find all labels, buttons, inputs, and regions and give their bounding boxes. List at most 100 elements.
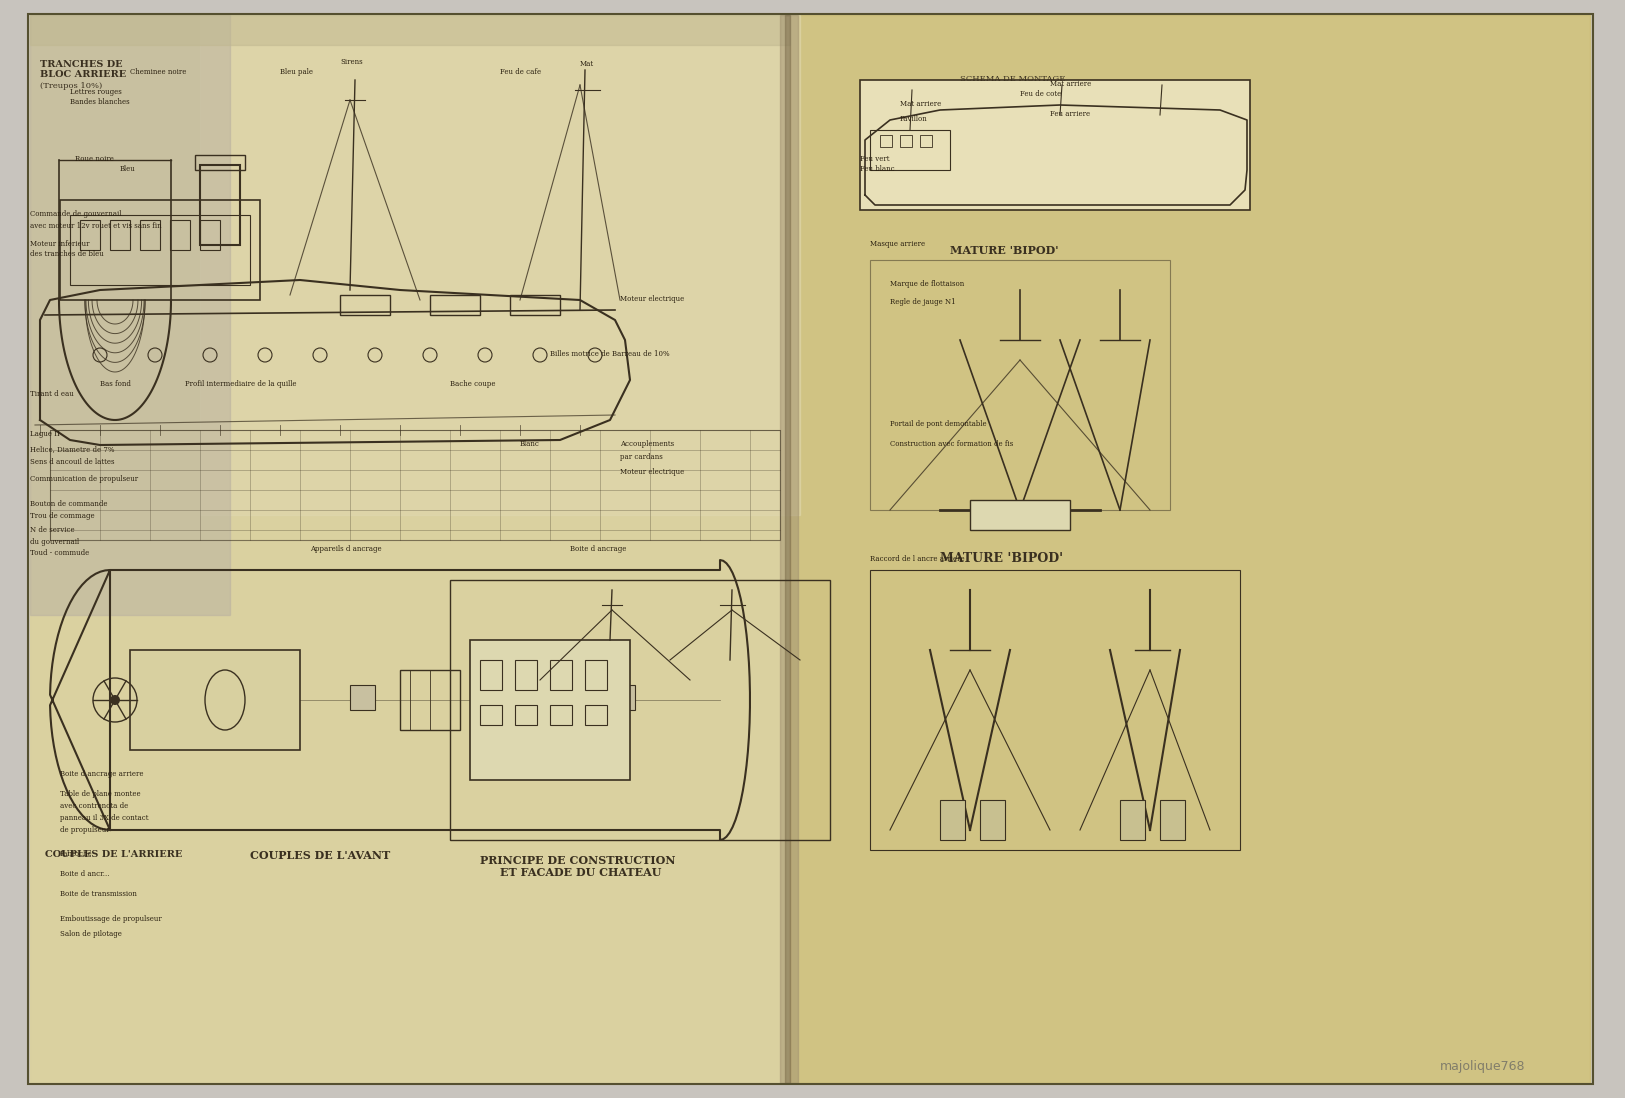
Text: Bandes blanches: Bandes blanches bbox=[70, 98, 130, 107]
Text: Feu arriere: Feu arriere bbox=[1050, 110, 1090, 117]
Text: Feu de cote: Feu de cote bbox=[1020, 90, 1061, 98]
Text: majolique768: majolique768 bbox=[1440, 1060, 1524, 1073]
Bar bbox=[869, 260, 1170, 509]
Bar bbox=[200, 220, 219, 250]
Text: COUPLES DE L'ARRIERE: COUPLES DE L'ARRIERE bbox=[46, 850, 182, 859]
Bar bbox=[1120, 800, 1146, 840]
Text: MATURE 'BIPOD': MATURE 'BIPOD' bbox=[939, 552, 1063, 565]
Text: avec moteur 12v rouet et vis sans fin: avec moteur 12v rouet et vis sans fin bbox=[29, 222, 161, 229]
Bar bbox=[515, 660, 536, 690]
Bar bbox=[171, 220, 190, 250]
Text: Table de plane montee: Table de plane montee bbox=[60, 789, 141, 798]
Text: Commande de gouvernail: Commande de gouvernail bbox=[29, 210, 122, 219]
Text: Lague II: Lague II bbox=[29, 430, 60, 438]
Text: Pavillon: Pavillon bbox=[900, 115, 928, 123]
Bar bbox=[549, 660, 572, 690]
Text: Boite de transmission: Boite de transmission bbox=[60, 890, 136, 898]
Bar bbox=[510, 295, 561, 315]
Text: Fantoche: Fantoche bbox=[60, 850, 93, 858]
Text: Communication de propulseur: Communication de propulseur bbox=[29, 475, 138, 483]
Text: du gouvernail: du gouvernail bbox=[29, 538, 80, 546]
Bar bbox=[340, 295, 390, 315]
Text: Bleu: Bleu bbox=[120, 165, 136, 173]
Text: Blanc: Blanc bbox=[520, 440, 540, 448]
Bar bbox=[561, 670, 621, 730]
Bar bbox=[80, 220, 101, 250]
Text: TRANCHES DE: TRANCHES DE bbox=[41, 60, 122, 69]
Text: Portail de pont demontable: Portail de pont demontable bbox=[891, 421, 986, 428]
Text: Tirant d eau: Tirant d eau bbox=[29, 390, 73, 397]
Text: Feu de cafe: Feu de cafe bbox=[500, 68, 541, 76]
Text: Bas fond: Bas fond bbox=[101, 380, 132, 388]
Text: Boite d ancr...: Boite d ancr... bbox=[60, 870, 109, 878]
Bar bbox=[479, 670, 540, 730]
Text: Marque de flottaison: Marque de flottaison bbox=[891, 280, 964, 288]
Bar bbox=[450, 580, 830, 840]
Text: SCHEMA DE MONTAGE: SCHEMA DE MONTAGE bbox=[960, 75, 1066, 83]
Text: avec contrenota de: avec contrenota de bbox=[60, 802, 128, 810]
Bar bbox=[60, 200, 260, 300]
Bar bbox=[195, 155, 245, 170]
Bar bbox=[549, 705, 572, 725]
Text: Emboutissage de propulseur: Emboutissage de propulseur bbox=[60, 915, 162, 923]
Text: N de service: N de service bbox=[29, 526, 75, 534]
Bar bbox=[869, 570, 1240, 850]
Bar bbox=[790, 15, 1589, 1083]
Text: Lettres rouges: Lettres rouges bbox=[70, 88, 122, 96]
Bar bbox=[939, 800, 965, 840]
Bar bbox=[869, 130, 951, 170]
Text: Raccord de l ancre arriere: Raccord de l ancre arriere bbox=[869, 554, 965, 563]
Text: Moteur electrique: Moteur electrique bbox=[621, 295, 684, 303]
Text: ET FACADE DU CHATEAU: ET FACADE DU CHATEAU bbox=[500, 867, 661, 878]
Text: Regle de jauge N1: Regle de jauge N1 bbox=[891, 298, 956, 306]
Text: (Treupos 10%): (Treupos 10%) bbox=[41, 82, 102, 90]
Bar bbox=[140, 220, 159, 250]
Text: Helice, Diametre de 7%: Helice, Diametre de 7% bbox=[29, 445, 114, 453]
Text: Appareils d ancrage: Appareils d ancrage bbox=[310, 545, 382, 553]
Bar bbox=[585, 705, 608, 725]
Text: Sirens: Sirens bbox=[340, 58, 362, 66]
Text: par cardans: par cardans bbox=[621, 453, 663, 461]
Text: panneau il 3X de contact: panneau il 3X de contact bbox=[60, 814, 148, 822]
Text: Bouton de commande: Bouton de commande bbox=[29, 500, 107, 508]
Text: PRINCIPE DE CONSTRUCTION: PRINCIPE DE CONSTRUCTION bbox=[479, 855, 676, 866]
Bar bbox=[200, 165, 240, 245]
Bar bbox=[881, 135, 892, 147]
Bar bbox=[400, 670, 460, 730]
Text: Accouplements: Accouplements bbox=[621, 440, 674, 448]
Bar bbox=[900, 135, 912, 147]
Text: Sens d ancouil de lattes: Sens d ancouil de lattes bbox=[29, 458, 114, 466]
Text: Mat arriere: Mat arriere bbox=[1050, 80, 1092, 88]
Bar bbox=[29, 15, 790, 1083]
Text: de propulseur: de propulseur bbox=[60, 826, 109, 834]
Text: COUPLES DE L'AVANT: COUPLES DE L'AVANT bbox=[250, 850, 390, 861]
Bar bbox=[970, 500, 1069, 530]
Bar bbox=[479, 705, 502, 725]
Bar bbox=[860, 80, 1250, 210]
Text: BLOC ARRIERE: BLOC ARRIERE bbox=[41, 70, 127, 79]
Text: Construction avec formation de fis: Construction avec formation de fis bbox=[891, 440, 1014, 448]
Text: Cheminee noire: Cheminee noire bbox=[130, 68, 187, 76]
Bar bbox=[200, 15, 800, 515]
Text: Moteur electrique: Moteur electrique bbox=[621, 468, 684, 477]
Bar bbox=[130, 650, 301, 750]
Bar bbox=[585, 660, 608, 690]
Bar bbox=[920, 135, 933, 147]
Text: MATURE 'BIPOD': MATURE 'BIPOD' bbox=[951, 245, 1058, 256]
Text: Feu blanc: Feu blanc bbox=[860, 165, 895, 173]
Text: Feu vert: Feu vert bbox=[860, 155, 889, 163]
Text: Moteur inferieur: Moteur inferieur bbox=[29, 240, 89, 248]
Bar bbox=[980, 800, 1004, 840]
Bar bbox=[1160, 800, 1185, 840]
Circle shape bbox=[111, 695, 120, 705]
Text: Bache coupe: Bache coupe bbox=[450, 380, 496, 388]
Text: Toud - commude: Toud - commude bbox=[29, 549, 89, 557]
Text: Salon de pilotage: Salon de pilotage bbox=[60, 930, 122, 938]
Bar bbox=[50, 430, 780, 540]
Bar bbox=[431, 295, 479, 315]
Bar bbox=[111, 220, 130, 250]
Bar bbox=[780, 15, 798, 1083]
Bar bbox=[479, 660, 502, 690]
Bar bbox=[29, 15, 231, 615]
Text: Profil intermediaire de la quille: Profil intermediaire de la quille bbox=[185, 380, 296, 388]
